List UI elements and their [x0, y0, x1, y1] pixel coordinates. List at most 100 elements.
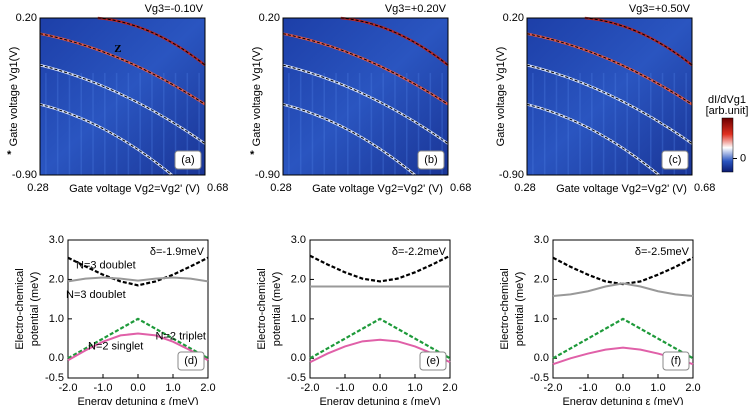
series-label: N=3 doublet: [76, 260, 136, 272]
annotation: δ=-1.9meV: [150, 246, 205, 258]
x-tick-label: 0.68: [207, 182, 228, 194]
y-tick-label: -0.90: [499, 169, 524, 181]
y-axis-label: Gate voltage Vg1(V): [251, 47, 263, 147]
x-axis-label: Energy detuning ε (meV): [562, 396, 683, 405]
x-tick-label: -2.0: [544, 382, 563, 394]
x-axis-label: Gate voltage Vg2=Vg2' (V): [312, 183, 443, 195]
series-line: [309, 254, 451, 283]
series-line: [309, 338, 451, 364]
x-tick-label: 1.0: [165, 382, 180, 394]
x-tick-label: -1.0: [579, 382, 598, 394]
series-line: [552, 256, 694, 286]
x-tick-label: -1.0: [94, 382, 113, 394]
series-label: N=2 singlet: [88, 340, 143, 352]
y-tick-label: 2.0: [534, 273, 549, 285]
y-tick-label: 0.0: [291, 352, 306, 364]
x-tick-label: 1.0: [650, 382, 665, 394]
fit-line: [526, 64, 693, 145]
x-tick-label: -1.0: [336, 382, 355, 394]
x-tick-label: -2.0: [301, 382, 320, 394]
fit-line: [340, 17, 449, 66]
annotation: *: [7, 149, 12, 161]
x-tick-label: 2.0: [685, 382, 700, 394]
x-tick-label: 0.28: [514, 182, 535, 194]
x-axis-label: Gate voltage Vg2=Vg2' (V): [556, 183, 687, 195]
series-line: [552, 282, 694, 297]
panel-label-box: [661, 150, 689, 170]
y-axis-label: potential (meV): [271, 272, 283, 347]
fit-line: [39, 103, 173, 176]
series-line: [67, 256, 209, 287]
x-tick-label: 1.0: [407, 382, 422, 394]
panel-label: (e): [426, 355, 439, 367]
y-axis-label: potential (meV): [514, 272, 526, 347]
y-tick-label: 0.0: [534, 352, 549, 364]
title: Vg3=+0.50V: [629, 3, 691, 15]
y-tick-label: 3.0: [534, 234, 549, 246]
panel-label: (f): [671, 355, 681, 367]
panel-label: (a): [181, 154, 194, 166]
y-axis-label: Gate voltage Vg1(V): [495, 47, 507, 147]
x-tick-label: 0.28: [270, 182, 291, 194]
y-tick-label: 2.0: [291, 273, 306, 285]
panel-label-box: [662, 351, 690, 371]
heatmap-background: [283, 18, 448, 175]
x-tick-label: 2.0: [200, 382, 215, 394]
series-label: N=2 triplet: [156, 331, 206, 343]
y-tick-label: -0.5: [45, 372, 64, 384]
x-tick-label: 0.0: [372, 382, 387, 394]
x-axis-label: Gate voltage Vg2=Vg2' (V): [69, 183, 200, 195]
plot-frame: [526, 17, 693, 176]
colorbar-unit: [arb.unit]: [706, 105, 749, 117]
y-tick-label: 3.0: [291, 234, 306, 246]
x-tick-label: 0.68: [694, 182, 715, 194]
colorbar-label: dI/dVg1: [708, 94, 746, 106]
x-tick-label: 0.28: [27, 182, 48, 194]
x-axis-label: Energy detuning ε (meV): [77, 396, 198, 405]
y-tick-label: 0.0: [49, 352, 64, 364]
y-tick-label: 2.0: [49, 273, 64, 285]
fit-line: [282, 103, 416, 176]
y-axis-label: Electro-chemical: [499, 268, 511, 349]
heatmap-background: [527, 18, 692, 175]
annotation: δ=-2.5meV: [635, 246, 690, 258]
y-tick-label: 0.20: [503, 12, 524, 24]
annotation: Z: [114, 43, 121, 55]
annotation: *: [250, 149, 255, 161]
series-line: [67, 332, 209, 362]
series-line: [67, 317, 209, 360]
fit-line: [526, 103, 660, 176]
y-tick-label: 0.20: [259, 12, 280, 24]
fit-line: [526, 33, 693, 105]
x-axis-label: Energy detuning ε (meV): [319, 396, 440, 405]
fit-line: [282, 33, 449, 105]
y-axis-label: potential (meV): [29, 272, 41, 347]
y-tick-label: -0.90: [255, 169, 280, 181]
y-tick-label: 0.20: [16, 12, 37, 24]
y-tick-label: 1.0: [534, 313, 549, 325]
heatmap-background: [40, 18, 205, 175]
x-tick-label: 0.0: [615, 382, 630, 394]
panel-label-box: [177, 351, 205, 371]
y-tick-label: -0.90: [12, 169, 37, 181]
panel-label: (d): [184, 355, 197, 367]
fit-line: [97, 17, 206, 66]
annotation: δ=-2.2meV: [392, 246, 447, 258]
fit-line: [39, 33, 206, 105]
panel-label-box: [419, 351, 447, 371]
panel-label: (c): [669, 154, 682, 166]
series-line: [67, 276, 209, 283]
x-tick-label: 0.0: [130, 382, 145, 394]
title: Vg3=+0.20V: [385, 3, 447, 15]
y-tick-label: -0.5: [530, 372, 549, 384]
panel-label-box: [417, 150, 445, 170]
fit-line: [39, 64, 206, 145]
colorbar-tick-label: 0: [740, 152, 746, 164]
y-axis-label: Electro-chemical: [256, 268, 268, 349]
series-line: [309, 317, 451, 360]
plot-frame: [282, 17, 449, 176]
x-tick-label: 0.68: [450, 182, 471, 194]
y-axis-label: Gate voltage Vg1(V): [8, 47, 20, 147]
x-tick-label: 2.0: [442, 382, 457, 394]
